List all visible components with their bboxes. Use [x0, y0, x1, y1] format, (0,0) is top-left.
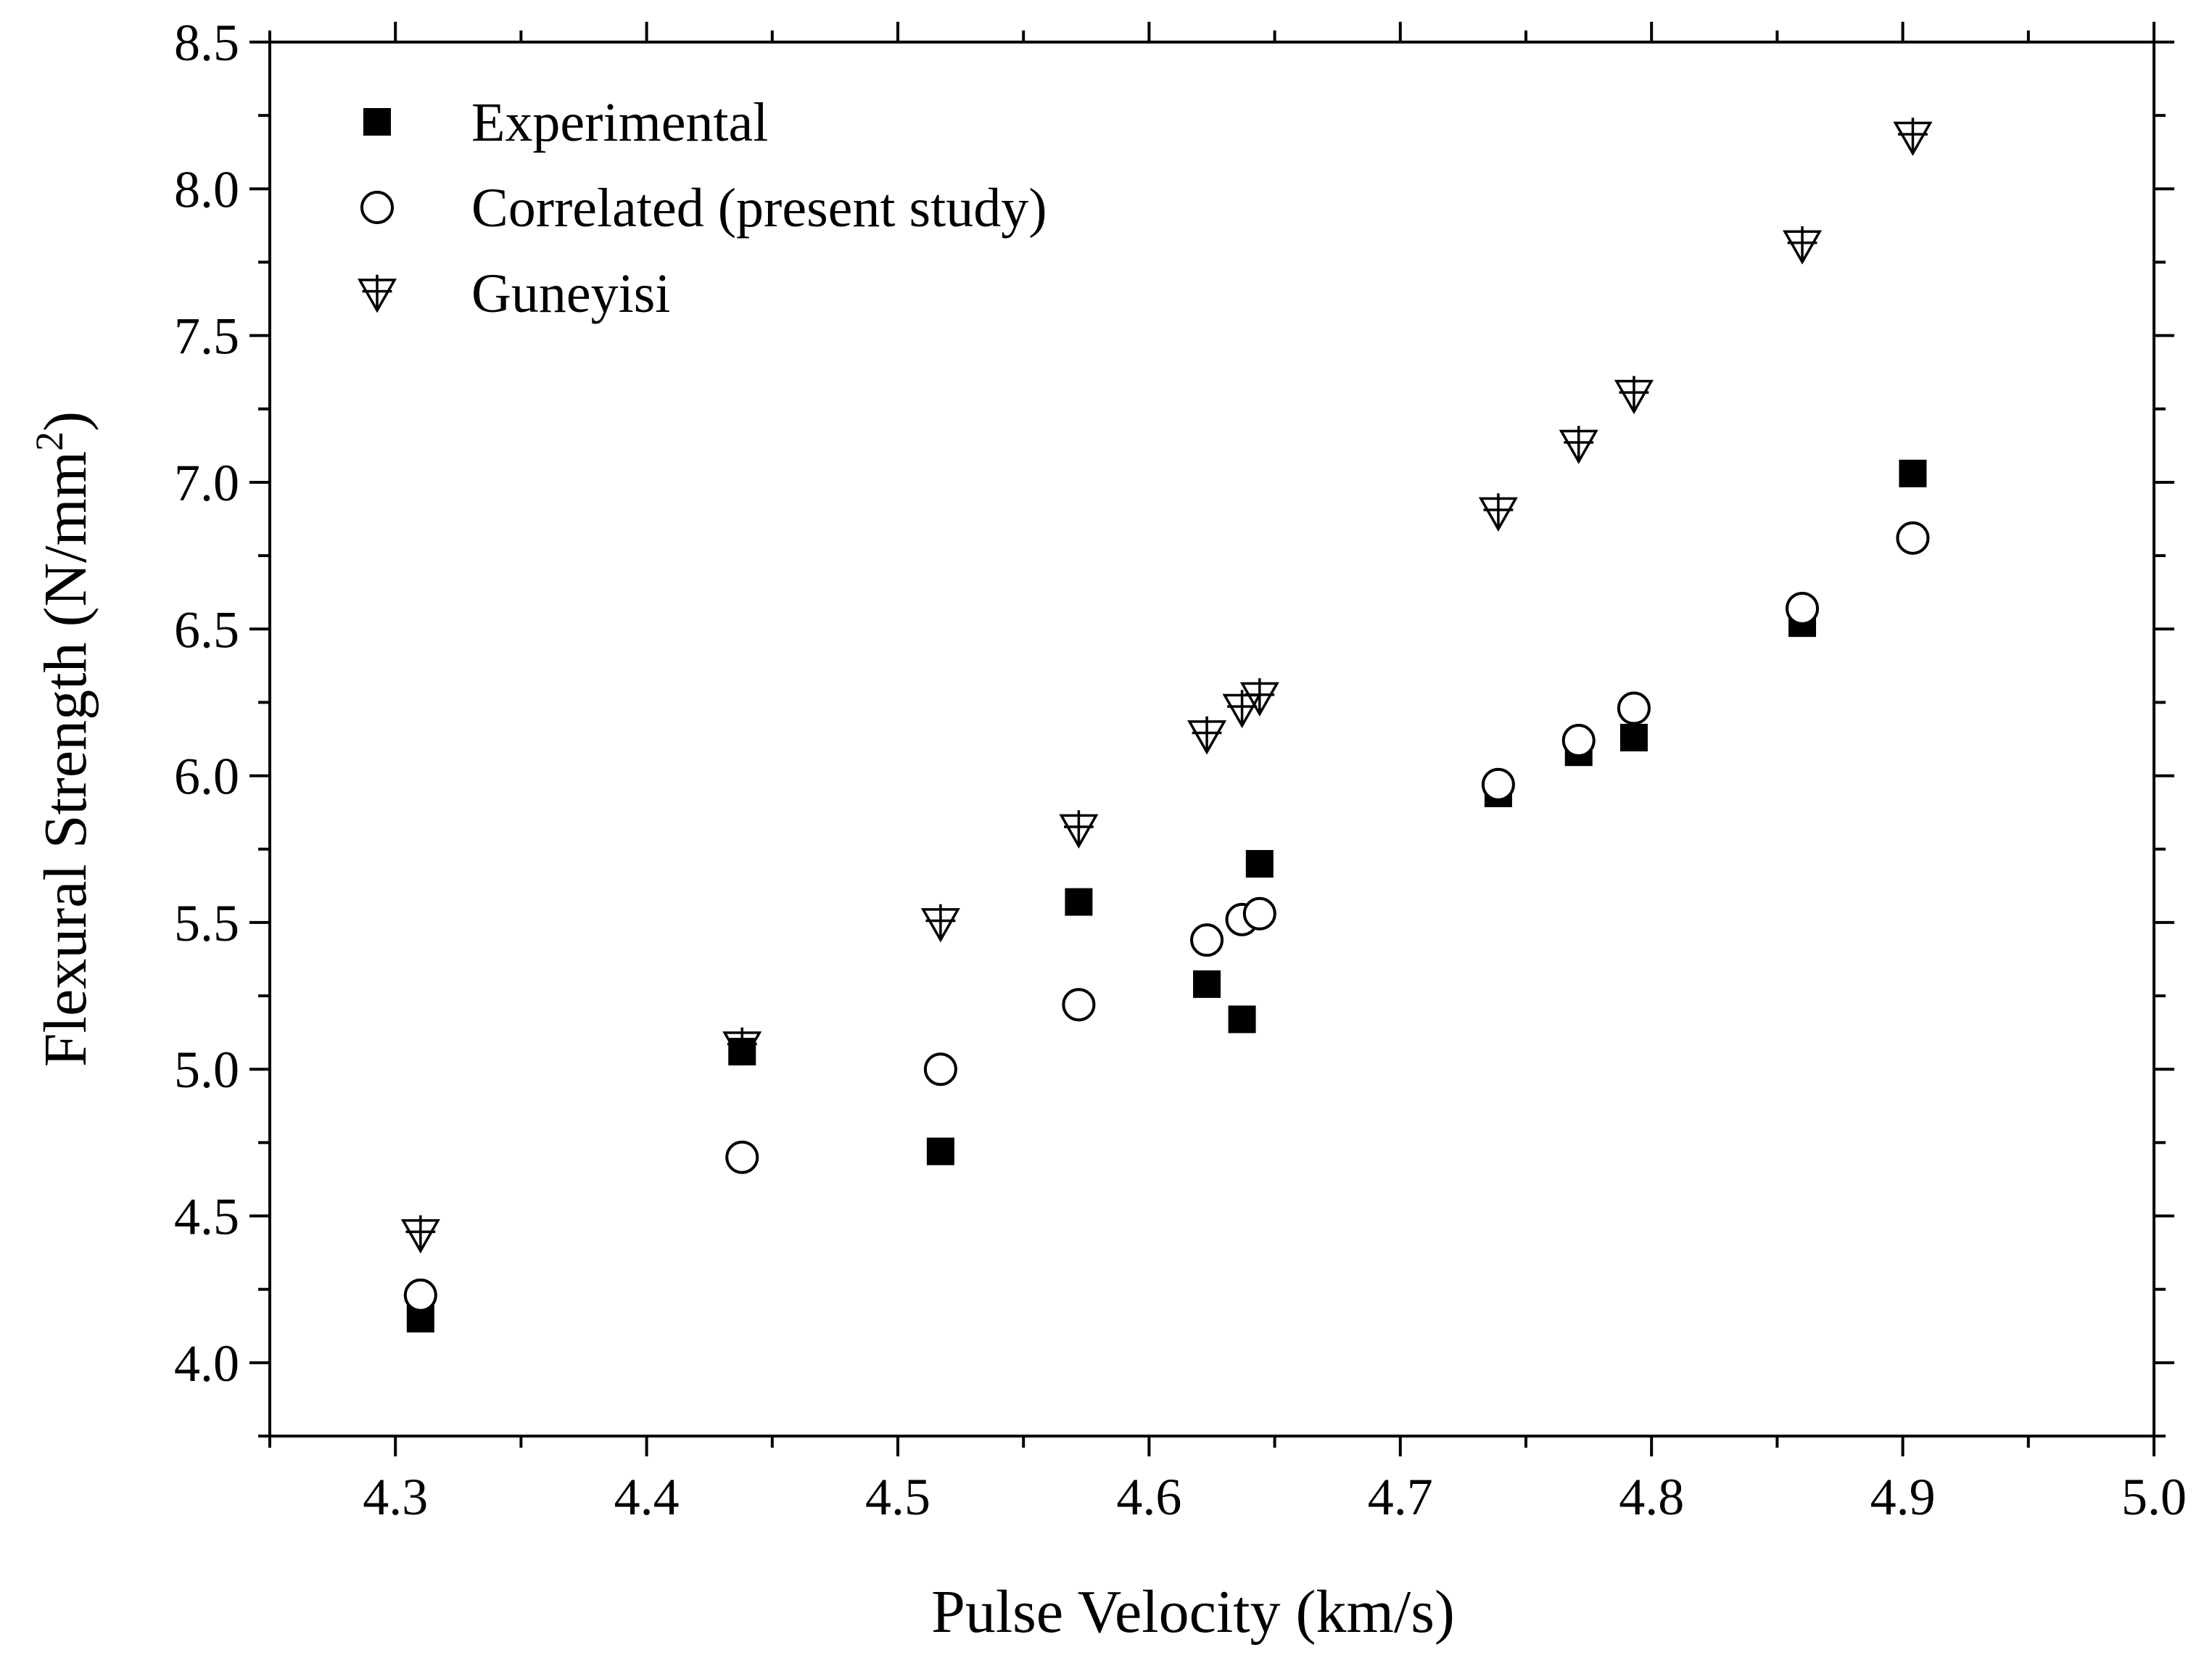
data-point: [1783, 226, 1823, 265]
data-point: [1239, 678, 1279, 717]
legend-entry: Experimental: [363, 92, 768, 153]
series-correlated-present-study-: [403, 521, 1930, 1312]
data-point: [1478, 493, 1518, 532]
y-tick-label: 8.5: [174, 14, 239, 72]
data-point: [1190, 923, 1224, 957]
legend-entry: Correlated (present study): [360, 178, 1047, 239]
y-tick-label: 7.5: [174, 308, 239, 366]
y-tick-label: 6.5: [174, 601, 239, 659]
data-point: [1193, 970, 1221, 998]
legend-label: Experimental: [471, 92, 768, 153]
y-tick-label: 5.5: [174, 894, 239, 952]
x-axis-title: Pulse Velocity (km/s): [931, 1578, 1455, 1646]
x-tick-label: 4.3: [363, 1468, 428, 1526]
x-tick-label: 4.8: [1619, 1468, 1684, 1526]
axis-tick-labels: 4.3 4.4 4.5 4.6 4.7 4.8 4.9 5.0 4.0 4.5 5.0 5.5 6.0 6…: [174, 14, 2187, 1526]
x-tick-label: 4.6: [1116, 1468, 1181, 1526]
legend-marker: [357, 274, 397, 313]
legend-label: Guneyisi: [471, 263, 670, 324]
axis-ticks: [249, 22, 2174, 1456]
y-axis-title: Flexural Strength (N/mm2): [28, 411, 99, 1067]
data-point: [1062, 988, 1096, 1022]
y-tick-label: 7.0: [174, 454, 239, 512]
plot-frame: [268, 41, 2155, 1438]
y-tick-label: 4.0: [174, 1335, 239, 1393]
data-point: [1899, 459, 1927, 487]
data-point: [926, 1137, 954, 1166]
data-point: [920, 904, 960, 943]
legend: Experimental Correlated (present study) Gu…: [357, 92, 1047, 324]
data-point: [1187, 716, 1227, 755]
y-tick-label: 5.0: [174, 1041, 239, 1099]
data-point: [923, 1052, 957, 1086]
y-tick-label: 4.5: [174, 1188, 239, 1246]
data-point: [1561, 724, 1596, 758]
data-point: [1481, 767, 1515, 801]
y-axis-title-superscript: 2: [28, 432, 71, 451]
data-point: [1059, 810, 1099, 849]
data-point: [1617, 691, 1651, 725]
data-points: [400, 117, 1933, 1333]
legend-marker: [363, 108, 391, 136]
y-axis-title-close: ): [32, 411, 99, 432]
x-tick-label: 5.0: [2121, 1468, 2187, 1526]
data-point: [1896, 521, 1930, 555]
data-point: [1893, 117, 1933, 157]
data-point: [1786, 591, 1820, 625]
data-point: [1245, 849, 1274, 878]
legend-label: Correlated (present study): [471, 178, 1047, 239]
data-point: [400, 1215, 440, 1254]
legend-marker: [360, 191, 394, 224]
x-tick-label: 4.5: [865, 1468, 930, 1526]
x-tick-label: 4.4: [614, 1468, 680, 1526]
legend-entry: Guneyisi: [357, 263, 670, 324]
data-point: [1614, 376, 1654, 415]
y-tick-label: 6.0: [174, 748, 239, 806]
data-point: [1222, 690, 1262, 729]
data-point: [1559, 426, 1598, 464]
data-point: [728, 1037, 756, 1065]
y-axis-title-main: Flexural Strength (N/mm: [32, 451, 99, 1067]
data-point: [1242, 896, 1276, 931]
data-point: [403, 1278, 437, 1312]
data-point: [725, 1140, 759, 1174]
x-tick-label: 4.9: [1870, 1468, 1936, 1526]
data-point: [1619, 723, 1648, 751]
data-point: [1228, 1005, 1256, 1034]
data-point: [1065, 888, 1093, 916]
x-tick-label: 4.7: [1368, 1468, 1433, 1526]
y-tick-label: 8.0: [174, 160, 239, 218]
